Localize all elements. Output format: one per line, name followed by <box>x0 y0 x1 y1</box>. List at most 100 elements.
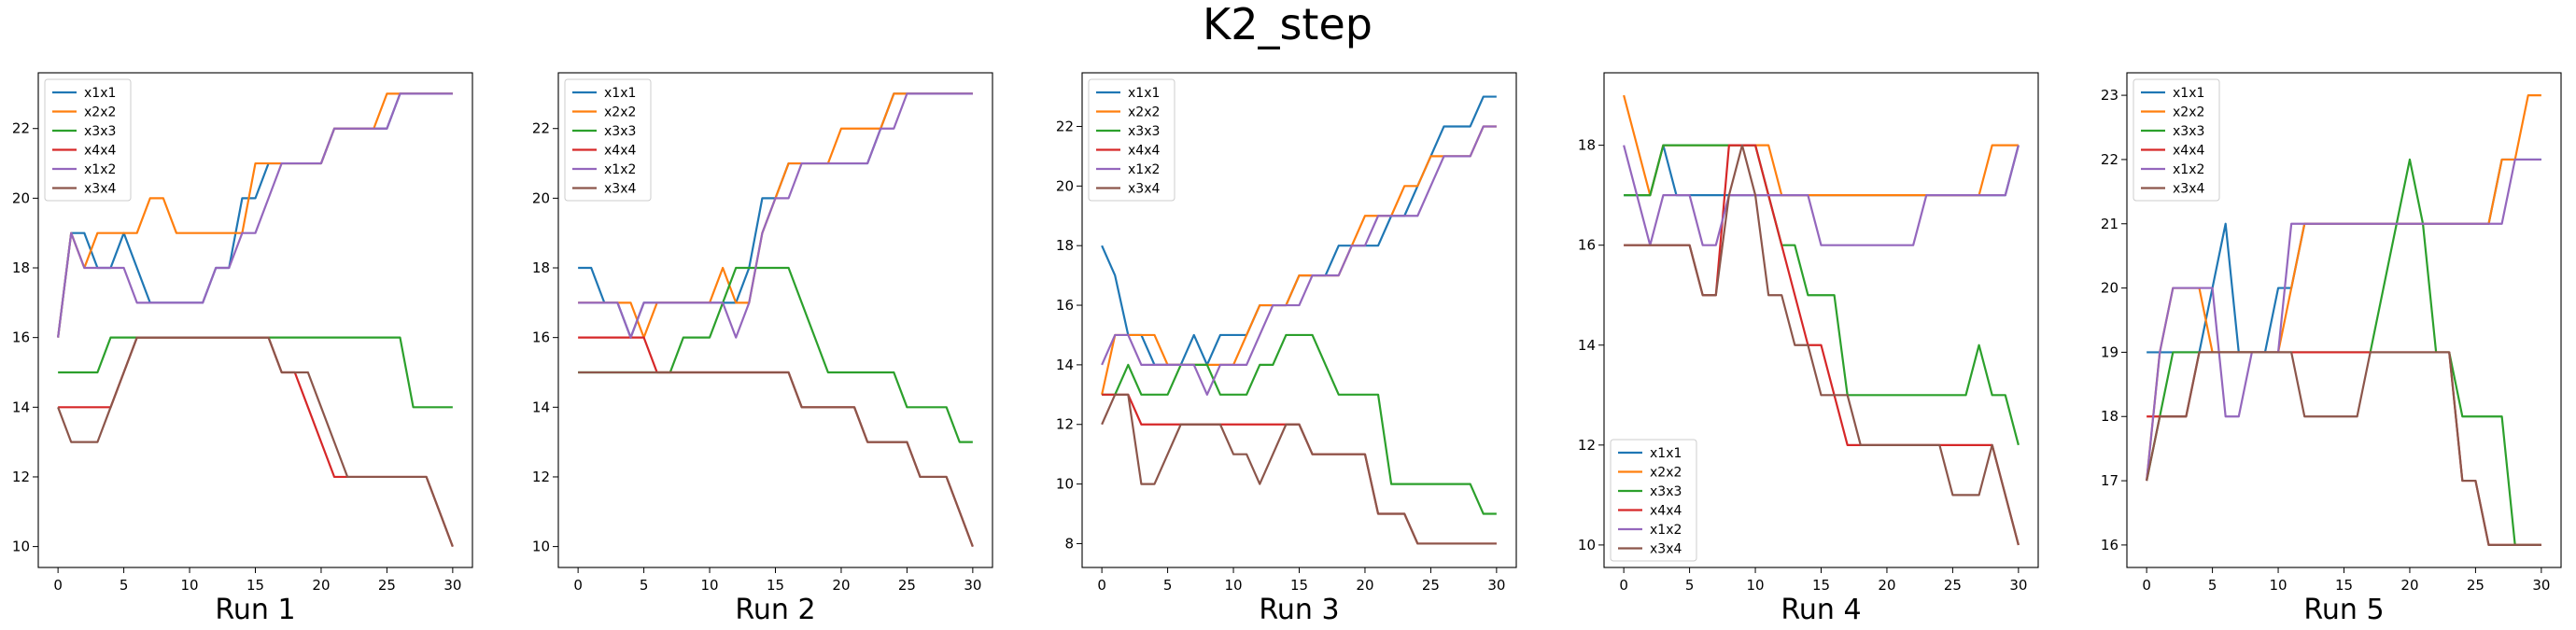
y-tick-label: 21 <box>2101 216 2119 232</box>
legend-box <box>1088 78 1175 202</box>
figure-title: K2_step <box>1203 0 1372 49</box>
x-tick-label: 30 <box>2532 577 2550 594</box>
y-tick-label: 22 <box>1056 118 1074 134</box>
x-tick-label: 20 <box>312 577 330 594</box>
y-tick-label: 19 <box>2101 343 2119 360</box>
y-tick-label: 22 <box>2101 151 2119 168</box>
legend-label-x1x2: x1x2 <box>1650 523 1682 538</box>
series-line-x1x2 <box>2146 158 2541 482</box>
legend-label-x2x2: x2x2 <box>84 105 116 120</box>
x-tick-label: 0 <box>53 577 63 594</box>
series-line-x1x2 <box>1623 145 2020 246</box>
x-tick-label: 25 <box>2467 577 2485 594</box>
series-line-x1x2 <box>57 92 453 338</box>
x-tick-label: 15 <box>246 577 264 594</box>
legend-label-x4x4: x4x4 <box>1650 504 1682 519</box>
y-tick-label: 12 <box>1578 437 1596 454</box>
y-tick-label: 16 <box>532 329 550 346</box>
y-tick-label: 18 <box>2101 408 2119 425</box>
legend-label-x4x4: x4x4 <box>2173 144 2204 159</box>
legend-label-x4x4: x4x4 <box>84 144 116 159</box>
series-line-x1x2 <box>1101 125 1497 396</box>
legend-label-x3x4: x3x4 <box>84 182 116 197</box>
legend-label-x2x2: x2x2 <box>2173 105 2204 120</box>
legend-label-x1x2: x1x2 <box>2173 162 2204 177</box>
legend-box <box>1610 439 1697 562</box>
y-tick-label: 14 <box>1578 337 1596 354</box>
legend-label-x3x4: x3x4 <box>604 182 636 197</box>
x-tick-label: 20 <box>832 577 850 594</box>
x-tick-label: 15 <box>1290 577 1308 594</box>
y-tick-label: 17 <box>2101 472 2119 489</box>
x-tick-label: 10 <box>700 577 718 594</box>
y-tick-label: 22 <box>12 120 30 137</box>
y-tick-label: 22 <box>532 120 550 137</box>
legend-label-x3x3: x3x3 <box>604 124 636 139</box>
x-axis-label: Run 4 <box>1781 594 1861 626</box>
y-tick-label: 10 <box>1578 537 1596 553</box>
x-tick-label: 20 <box>1878 577 1895 594</box>
y-tick-label: 20 <box>12 189 30 206</box>
legend-label-x3x3: x3x3 <box>2173 124 2204 139</box>
legend: x1x1 x2x2 x3x3 x4x4 x1x2 x3x4 <box>44 78 132 202</box>
legend-label-x3x3: x3x3 <box>1650 484 1682 499</box>
series-line-x3x4 <box>578 371 974 547</box>
y-tick-label: 14 <box>12 399 30 415</box>
y-tick-label: 16 <box>12 329 30 346</box>
x-tick-label: 5 <box>1163 577 1173 594</box>
x-tick-label: 10 <box>2269 577 2287 594</box>
y-tick-label: 14 <box>1056 357 1074 373</box>
x-tick-label: 30 <box>443 577 461 594</box>
y-tick-label: 8 <box>1064 535 1074 552</box>
x-tick-label: 15 <box>1812 577 1830 594</box>
legend-label-x4x4: x4x4 <box>1128 144 1160 159</box>
x-tick-label: 10 <box>1224 577 1242 594</box>
x-axis-label: Run 3 <box>1259 594 1339 626</box>
x-tick-label: 5 <box>1685 577 1695 594</box>
y-tick-label: 12 <box>1056 416 1074 433</box>
x-tick-label: 20 <box>2400 577 2418 594</box>
x-tick-label: 0 <box>573 577 583 594</box>
legend-label-x1x1: x1x1 <box>2173 86 2204 101</box>
y-tick-label: 23 <box>2101 87 2119 104</box>
y-tick-label: 12 <box>532 469 550 485</box>
y-tick-label: 10 <box>12 539 30 555</box>
x-axis-label: Run 2 <box>735 594 815 626</box>
x-tick-label: 30 <box>2009 577 2027 594</box>
legend-label-x1x2: x1x2 <box>84 162 116 177</box>
legend-label-x3x4: x3x4 <box>1128 182 1160 197</box>
y-tick-label: 20 <box>532 189 550 206</box>
series-line-x3x4 <box>1101 393 1497 545</box>
legend: x1x1 x2x2 x3x3 x4x4 x1x2 x3x4 <box>564 78 652 202</box>
legend-label-x3x4: x3x4 <box>1650 542 1682 557</box>
series-line-x3x4 <box>2146 351 2541 547</box>
x-tick-label: 25 <box>1944 577 1962 594</box>
x-tick-label: 25 <box>898 577 916 594</box>
series-line-x3x3 <box>1102 333 1497 515</box>
legend-label-x2x2: x2x2 <box>1128 105 1160 120</box>
x-tick-label: 0 <box>1097 577 1106 594</box>
legend-label-x2x2: x2x2 <box>1650 466 1682 481</box>
legend-box <box>564 78 652 202</box>
legend: x1x1 x2x2 x3x3 x4x4 x1x2 x3x4 <box>2133 78 2220 202</box>
legend-label-x1x1: x1x1 <box>84 86 116 101</box>
subplot-run-5: 0 5 10 15 20 25 30 16 17 18 19 20 21 22 23 Run 5 x1x1 x2x… <box>2101 72 2562 626</box>
legend-label-x3x3: x3x3 <box>84 124 116 139</box>
y-tick-label: 10 <box>1056 476 1074 493</box>
y-tick-label: 18 <box>12 259 30 276</box>
y-tick-label: 18 <box>1056 237 1074 254</box>
legend-box <box>2133 78 2220 202</box>
legend-label-x2x2: x2x2 <box>604 105 636 120</box>
legend: x1x1 x2x2 x3x3 x4x4 x1x2 x3x4 <box>1088 78 1175 202</box>
series-line-x3x4 <box>57 336 454 547</box>
y-tick-label: 16 <box>2101 537 2119 553</box>
y-tick-label: 14 <box>532 399 550 415</box>
series-line-x3x3 <box>1624 144 2020 446</box>
legend-label-x1x1: x1x1 <box>604 86 636 101</box>
y-tick-label: 20 <box>2101 280 2119 297</box>
legend-label-x1x1: x1x1 <box>1650 446 1682 461</box>
y-tick-label: 16 <box>1056 297 1074 314</box>
